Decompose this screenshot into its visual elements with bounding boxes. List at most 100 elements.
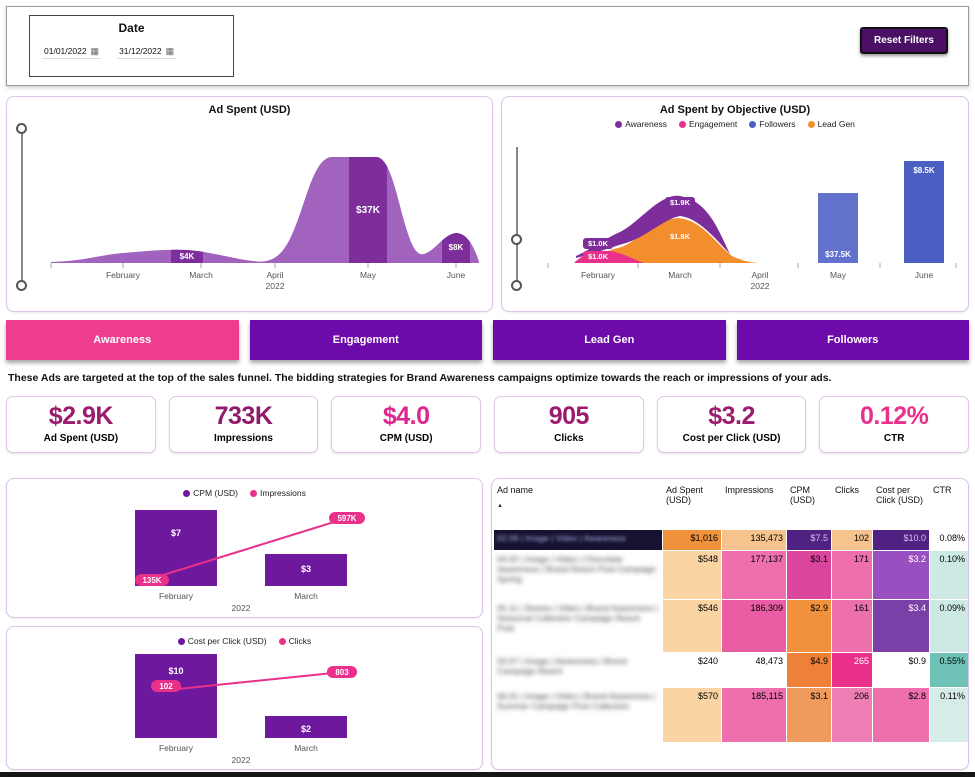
legend-dot-cpm [183,490,191,498]
column-header-clicks[interactable]: Clicks [835,485,859,495]
kpi-value: 0.12% [860,402,929,430]
table-row[interactable]: 05.11 | Stories | Video | Brand Awarenes… [494,600,968,652]
data-label-june: $8K [449,243,464,252]
legend-item-cpc[interactable]: Cost per Click (USD) [177,636,267,646]
legend-dot-engagement [678,121,686,129]
slider-handle-top[interactable] [16,123,27,134]
x-tick-march: March [668,270,692,280]
column-header-cpm[interactable]: CPM (USD) [790,485,815,506]
tab-lead-gen[interactable]: Lead Gen [493,320,726,360]
x-tick-may: May [830,270,847,280]
date-from-value: 01/01/2022 [44,46,87,56]
tab-followers[interactable]: Followers [736,320,969,360]
table-cell: 48,473 [722,653,786,687]
chart-range-slider[interactable] [510,141,524,291]
area-series [51,157,479,263]
legend-dot-awareness [615,121,623,129]
chart-range-slider[interactable] [15,123,29,291]
legend-item-engagement[interactable]: Engagement [678,119,737,129]
table-cell: 0.10% [930,551,968,599]
legend-dot-followers [749,121,757,129]
slider-handle-bottom[interactable] [16,280,27,291]
table-cell: 186,309 [722,600,786,652]
window-bottom-edge [0,772,975,777]
legend-item-impressions[interactable]: Impressions [250,488,306,498]
table-cell: $1,016 [663,530,721,550]
column-header-cpc[interactable]: Cost per Click (USD) [876,485,923,506]
svg-text:$8.5K: $8.5K [913,166,935,175]
axis-ticks [547,263,957,268]
table-row[interactable]: 06.01 | Image | Video | Brand Awareness … [494,688,968,742]
ad-spent-by-objective-panel: Ad Spent by Objective (USD) Awareness En… [501,96,969,312]
date-to-input[interactable]: 31/12/2022 ▦ [117,44,177,59]
legend-item-followers[interactable]: Followers [749,119,796,129]
table-cell: 206 [832,688,872,742]
kpi-cpm: $4.0 CPM (USD) [331,396,482,453]
column-header-ad-spent[interactable]: Ad Spent (USD) [666,485,704,506]
kpi-value: 905 [548,402,590,430]
sort-ascending-icon[interactable]: ▲ [497,503,503,510]
legend-dot-impressions [250,490,258,498]
x-tick-february: February [581,270,616,280]
legend-item-awareness[interactable]: Awareness [615,119,667,129]
legend-item-leadgen[interactable]: Lead Gen [807,119,855,129]
table-row[interactable]: 04.02 | Image | Video | Chocolate Awaren… [494,551,968,599]
funnel-description: These Ads are targeted at the top of the… [8,372,832,384]
kpi-ad-spent: $2.9K Ad Spent (USD) [6,396,156,453]
kpi-label: Ad Spent (USD) [43,433,119,444]
table-cell: 135,473 [722,530,786,550]
cpm-chart-legend: CPM (USD) Impressions [7,482,482,498]
kpi-ctr: 0.12% CTR [819,396,970,453]
calendar-icon[interactable]: ▦ [165,45,175,56]
table-cell: $240 [663,653,721,687]
date-from-input[interactable]: 01/01/2022 ▦ [42,44,102,59]
table-cell: $4.9 [787,653,831,687]
table-cell: 185,115 [722,688,786,742]
table-row[interactable]: 03.07 | Image | Awareness | Brand Campai… [494,653,968,687]
table-cell: 0.55% [930,653,968,687]
x-tick-february: February [158,591,193,601]
ad-spent-chart-panel: Ad Spent (USD) $4K $37K $8K [6,96,493,312]
tab-awareness[interactable]: Awareness [6,320,239,360]
legend-item-cpm[interactable]: CPM (USD) [183,488,238,498]
reset-filters-button[interactable]: Reset Filters [859,27,948,54]
objective-combo-chart[interactable]: $1.0K $1.0K $1.9K $1.8K $37.5K $8.5K Feb… [532,143,962,293]
cpc-bar-february [134,654,217,738]
slider-handle-top[interactable] [511,234,522,245]
cpc-chart-legend: Cost per Click (USD) Clicks [7,630,482,646]
table-body: 02.09 | Image | Video | Awareness $1,016 1… [494,530,968,742]
x-tick-april: April [266,270,283,280]
kpi-impressions: 733K Impressions [168,396,319,453]
followers-bar-may [818,193,858,263]
svg-text:$2: $2 [300,724,310,734]
tab-engagement[interactable]: Engagement [249,320,482,360]
table-cell: 265 [832,653,872,687]
table-cell: $7.5 [787,530,831,550]
table-row[interactable]: 02.09 | Image | Video | Awareness $1,016 1… [494,530,968,550]
ads-table-panel: Ad name ▲ Ad Spent (USD) Impressions CPM… [491,478,969,770]
cpm-bar-february [134,510,217,586]
date-filter: Date 01/01/2022 ▦ 31/12/2022 ▦ [29,15,234,77]
calendar-icon[interactable]: ▦ [90,45,100,56]
impressions-trend-line [146,517,347,581]
x-tick-march: March [294,591,318,601]
column-header-ctr[interactable]: CTR [933,485,952,495]
ad-spent-area-chart[interactable]: $4K $37K $8K February March April 2022 M… [35,125,487,295]
svg-text:597K: 597K [337,514,356,523]
kpi-label: CPM (USD) [379,433,433,444]
table-cell: $548 [663,551,721,599]
cpm-bar-march [264,554,347,586]
legend-item-clicks[interactable]: Clicks [278,636,311,646]
column-header-ad-name[interactable]: Ad name ▲ [494,483,662,529]
table-cell: $546 [663,600,721,652]
slider-handle-bottom[interactable] [511,280,522,291]
column-header-impressions[interactable]: Impressions [725,485,774,495]
kpi-value: $2.9K [48,402,114,430]
kpi-value: $4.0 [382,402,430,430]
table-cell: 171 [832,551,872,599]
cpm-impressions-chart[interactable]: $7 $3 135K 597K February March 2022 [25,498,465,614]
cpc-clicks-chart[interactable]: $10 $2 102 803 February March 2022 [25,646,465,766]
x-tick-march: March [294,743,318,753]
x-tick-february: February [158,743,193,753]
svg-text:$1.0K: $1.0K [588,252,609,261]
